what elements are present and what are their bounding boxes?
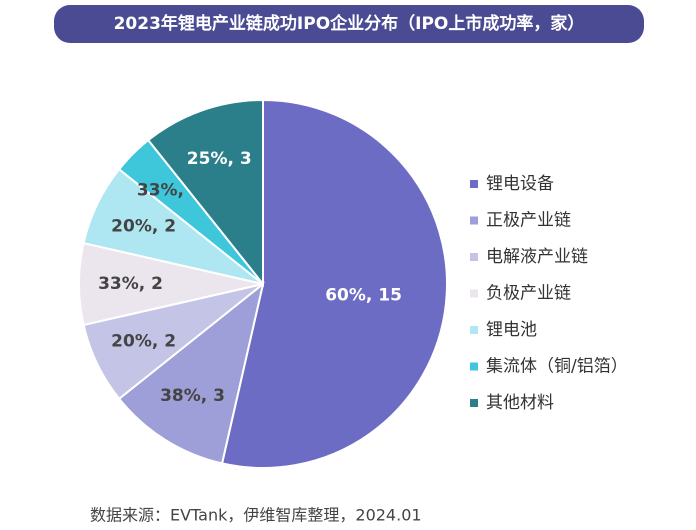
legend-label: 正极产业链: [486, 211, 571, 231]
legend-label: 锂电设备: [486, 174, 554, 194]
pie-slice: [117, 281, 265, 465]
pie-slice: [146, 98, 264, 287]
legend-swatch: [470, 399, 478, 407]
legend-label: 其他材料: [486, 393, 554, 413]
legend-swatch: [470, 180, 478, 188]
pie-slice: [220, 98, 448, 469]
source-note: 数据来源：EVTank，伊维智库整理，2024.01: [90, 506, 422, 525]
data-label: 20%, 2: [111, 217, 176, 237]
legend-swatch: [470, 253, 478, 261]
legend-label: 集流体（铜/铝箔）: [486, 357, 628, 377]
legend-swatch: [470, 326, 478, 334]
data-label: 25%, 3: [187, 149, 252, 169]
data-label: 38%, 3: [160, 386, 225, 406]
data-label: 20%, 2: [111, 331, 176, 351]
legend-swatch: [470, 289, 478, 298]
legend-label: 锂电池: [486, 320, 537, 340]
legend-swatch: [470, 362, 478, 371]
data-label: 60%, 15: [325, 285, 402, 305]
chart-title: 2023年锂电产业链成功IPO企业分布（IPO上市成功率，家）: [114, 13, 585, 34]
legend-swatch: [470, 216, 478, 225]
legend-label: 电解液产业链: [486, 247, 588, 267]
title-banner: [54, 5, 644, 43]
data-label: 33%, 2: [98, 274, 163, 294]
legend-label: 负极产业链: [486, 284, 571, 304]
